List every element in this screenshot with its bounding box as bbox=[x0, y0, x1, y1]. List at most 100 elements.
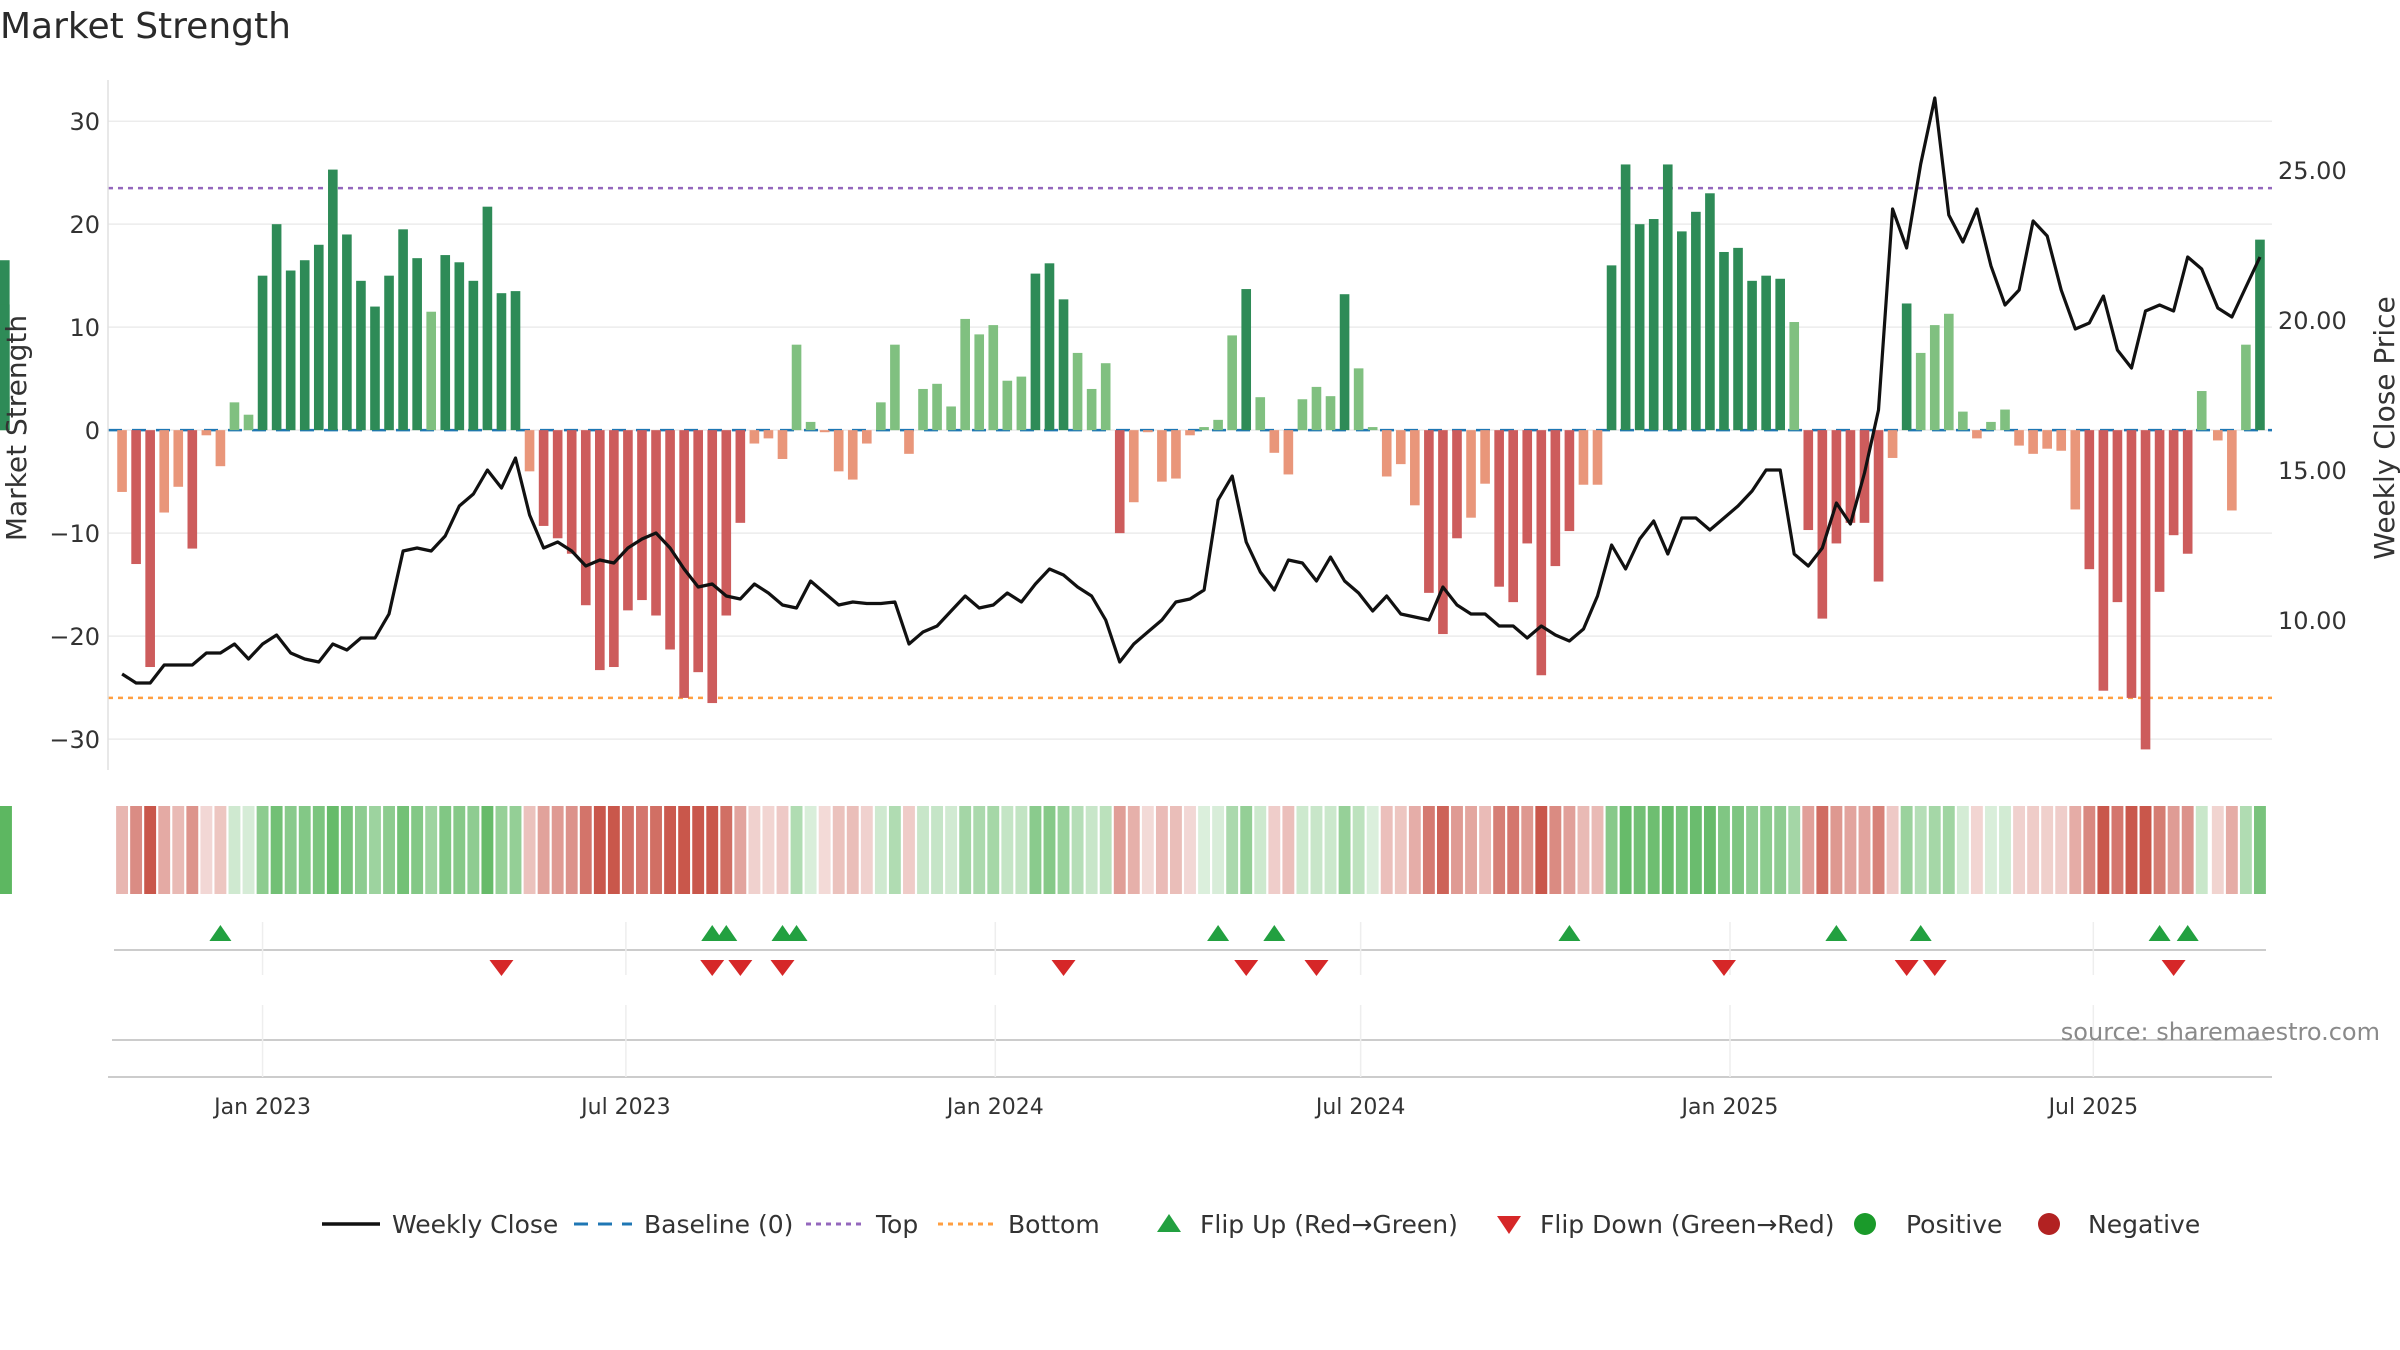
strength-bar bbox=[566, 430, 577, 554]
close-price-line bbox=[121, 96, 2262, 685]
strength-bar bbox=[960, 318, 970, 431]
strength-bar bbox=[595, 430, 605, 671]
legend-swatch-flip-down bbox=[1497, 1216, 1521, 1234]
band-cell bbox=[270, 806, 283, 894]
band-cell bbox=[762, 806, 775, 894]
band-cell bbox=[1746, 806, 1759, 894]
strength-bar bbox=[1747, 280, 1757, 431]
band-cell bbox=[2239, 806, 2252, 894]
legend-swatch-negative bbox=[2038, 1213, 2060, 1235]
flip-up-marker bbox=[785, 925, 808, 941]
flip-down-marker bbox=[1894, 960, 1919, 976]
band-cell bbox=[1507, 806, 1520, 894]
band-cell bbox=[397, 806, 410, 894]
legend-label: Negative bbox=[2088, 1210, 2200, 1239]
strength-bar bbox=[721, 430, 732, 616]
band-cell bbox=[1366, 806, 1379, 894]
strength-bar bbox=[0, 304, 10, 431]
strength-bar bbox=[580, 430, 591, 606]
x-tick-label: Jan 2024 bbox=[945, 1095, 1044, 1120]
strength-bar bbox=[510, 291, 521, 431]
band-cell bbox=[1844, 806, 1857, 894]
flip-up-marker bbox=[1825, 925, 1848, 941]
band-cell bbox=[2097, 806, 2110, 894]
legend-label: Bottom bbox=[1008, 1210, 1100, 1239]
band-cell bbox=[1085, 806, 1098, 894]
strength-bar bbox=[637, 430, 647, 601]
band-cell bbox=[284, 806, 297, 894]
strength-bar bbox=[1002, 380, 1013, 431]
band-cell bbox=[1422, 806, 1435, 894]
band-cell bbox=[2041, 806, 2054, 894]
strength-bar bbox=[159, 430, 170, 513]
y-tick-label: 0 bbox=[85, 417, 100, 445]
y-tick-label: −10 bbox=[49, 520, 100, 548]
band-cell bbox=[1619, 806, 1632, 894]
band-cell bbox=[2254, 806, 2266, 894]
band-cell bbox=[1703, 806, 1716, 894]
strength-bar bbox=[1494, 430, 1504, 587]
strength-bar bbox=[1353, 368, 1364, 431]
flip-down-marker bbox=[1234, 960, 1259, 976]
band-cell bbox=[453, 806, 466, 894]
strength-bar bbox=[1901, 303, 1912, 431]
band-cell bbox=[1914, 806, 1927, 894]
strength-bar bbox=[693, 430, 703, 673]
strength-bar bbox=[454, 262, 465, 431]
strength-bar bbox=[763, 430, 774, 439]
strength-bar bbox=[2182, 430, 2193, 554]
x-tick-label: Jul 2025 bbox=[2047, 1095, 2139, 1120]
strength-bar bbox=[1845, 430, 1856, 523]
band-cell bbox=[130, 806, 143, 894]
band-cell bbox=[1886, 806, 1899, 894]
strength-bar bbox=[2255, 239, 2265, 431]
strength-bar bbox=[707, 430, 718, 704]
strength-bar bbox=[2227, 430, 2237, 511]
legend-item-close: Weekly Close bbox=[322, 1210, 558, 1239]
legend-item-positive: Positive bbox=[1854, 1210, 2002, 1239]
band-cell bbox=[1408, 806, 1421, 894]
strength-bar bbox=[974, 334, 985, 431]
strength-bar bbox=[271, 224, 282, 431]
strength-bar bbox=[243, 414, 254, 431]
band-cell bbox=[1099, 806, 1112, 894]
flip-down-marker bbox=[2161, 960, 2186, 976]
x-tick-label: Jul 2024 bbox=[1314, 1095, 1406, 1120]
strength-bar bbox=[1311, 386, 1322, 431]
strength-bar bbox=[749, 430, 760, 444]
strength-bar bbox=[1227, 335, 1237, 431]
legend-label: Flip Up (Red→Green) bbox=[1200, 1210, 1458, 1239]
strength-bar bbox=[496, 293, 507, 431]
band-cell bbox=[242, 806, 255, 894]
band-cell bbox=[1394, 806, 1407, 894]
source-label: source: sharemaestro.com bbox=[2061, 1018, 2380, 1046]
strength-bar bbox=[1817, 430, 1828, 619]
strength-bar bbox=[1677, 231, 1687, 431]
strength-bar bbox=[1381, 430, 1392, 477]
strength-bar bbox=[819, 430, 830, 433]
strength-bar bbox=[299, 260, 310, 431]
legend-item-bottom: Bottom bbox=[938, 1210, 1100, 1239]
strength-bar bbox=[2241, 344, 2251, 431]
band-cell bbox=[326, 806, 339, 894]
strength-bar bbox=[1958, 411, 1968, 431]
x-tick-label: Jan 2025 bbox=[1680, 1095, 1779, 1120]
strength-bar bbox=[847, 430, 858, 480]
strength-bar bbox=[1213, 419, 1223, 431]
flip-down-marker bbox=[489, 960, 514, 976]
band-cell bbox=[1774, 806, 1787, 894]
band-cell bbox=[706, 806, 719, 894]
band-cell bbox=[818, 806, 831, 894]
strength-bar bbox=[1943, 313, 1954, 431]
strength-bar bbox=[1030, 273, 1041, 431]
band-cell bbox=[973, 806, 986, 894]
band-cell bbox=[1563, 806, 1576, 894]
band-cell bbox=[2111, 806, 2124, 894]
strength-bar bbox=[398, 229, 408, 431]
band-cell bbox=[1001, 806, 1014, 894]
band-cell bbox=[1985, 806, 1997, 894]
strength-bar bbox=[1733, 247, 1743, 431]
band-cell bbox=[1732, 806, 1744, 894]
strength-bar bbox=[679, 430, 689, 698]
strength-bars bbox=[0, 164, 2265, 750]
